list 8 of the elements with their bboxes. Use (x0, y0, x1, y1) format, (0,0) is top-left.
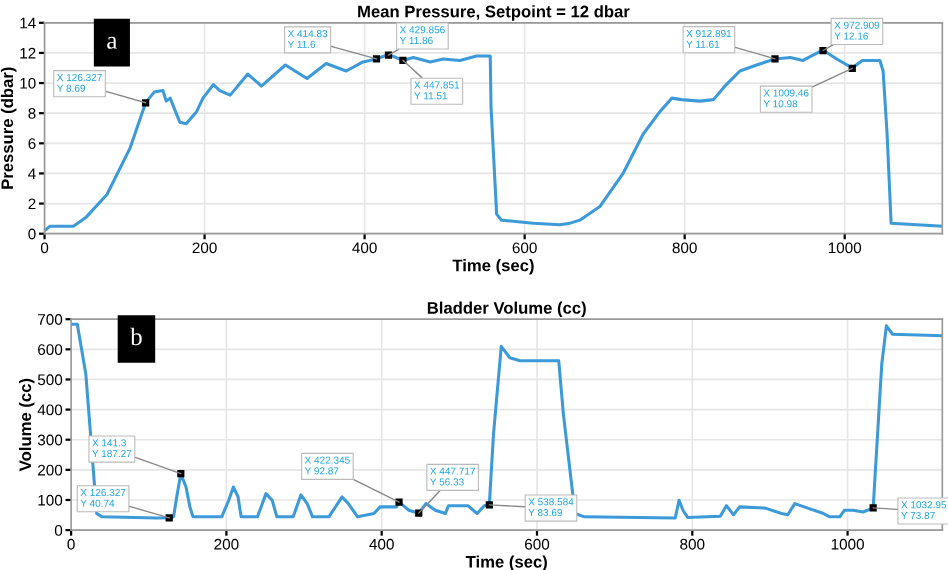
chart-title: Bladder Volume (cc) (427, 301, 586, 318)
y-axis-title: Pressure (dbar) (0, 67, 17, 189)
x-axis-title: Time (sec) (452, 259, 534, 275)
annotation: b (130, 327, 142, 346)
chart-title: Mean Pressure, Setpoint = 12 dbar (358, 5, 630, 21)
annotation: a (107, 36, 118, 49)
y-axis-title: Volume (cc) (18, 378, 35, 472)
x-axis-title: Time (sec) (465, 555, 547, 570)
